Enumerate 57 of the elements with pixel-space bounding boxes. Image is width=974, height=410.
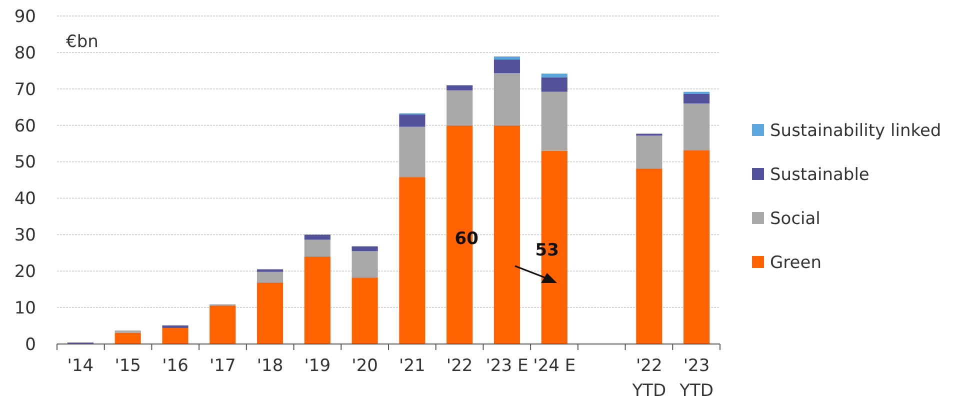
bar [256,282,284,344]
x-tick-label: '23 E [486,356,528,376]
legend-label: Sustainable [770,164,870,185]
y-tick-label: 90 [14,6,36,27]
x-tick-label: '15 [114,356,142,376]
legend-label: Social [770,208,820,229]
bar [684,94,710,104]
bar [494,125,520,344]
bar [210,305,236,344]
x-tick-label: '18 [256,356,284,376]
bar [304,256,330,344]
y-axis-title: €bn [66,32,98,52]
bar [352,277,378,344]
bar [399,114,426,127]
bar [162,325,188,328]
bar [494,59,520,74]
bar [256,272,284,282]
bar [352,251,378,278]
x-tick-label: '23 YTD [678,356,714,401]
y-tick-label: 50 [14,152,36,173]
y-tick-label: 10 [14,298,36,319]
y-tick-label: 70 [14,80,36,100]
y-tick-label: 80 [14,43,36,64]
bar [636,168,662,344]
bar [541,74,568,78]
legend-label: Sustainability linked [770,120,942,141]
legend-label: Green [770,252,822,273]
x-tick-label: '22 [446,356,473,376]
bar [446,90,473,126]
x-tick-label: '20 [352,356,378,376]
y-tick-label: 40 [14,189,36,210]
bar [304,234,330,240]
x-tick-label: '19 [304,356,331,376]
x-tick-label: '21 [399,356,426,376]
bar [636,136,662,168]
bar [304,240,330,257]
bar [114,332,141,344]
bar [494,56,520,60]
bar [446,85,473,90]
x-tick-label: '22 YTD [631,356,666,401]
bar [352,246,378,252]
bar [162,328,188,344]
x-tick-label: '24 E [533,356,576,376]
y-tick-label: 30 [14,226,36,246]
y-tick-label: 0 [25,334,36,355]
bar [541,92,568,151]
bar [684,103,710,150]
y-tick-label: 60 [14,116,36,136]
bar [494,73,520,126]
x-tick-label: '14 [67,356,94,376]
bar [684,150,710,344]
x-tick-label: '16 [162,356,188,376]
bar [541,77,568,92]
bar [399,126,426,178]
y-tick-label: 20 [14,262,36,282]
x-tick-label: '17 [209,356,236,376]
bar [399,177,426,344]
